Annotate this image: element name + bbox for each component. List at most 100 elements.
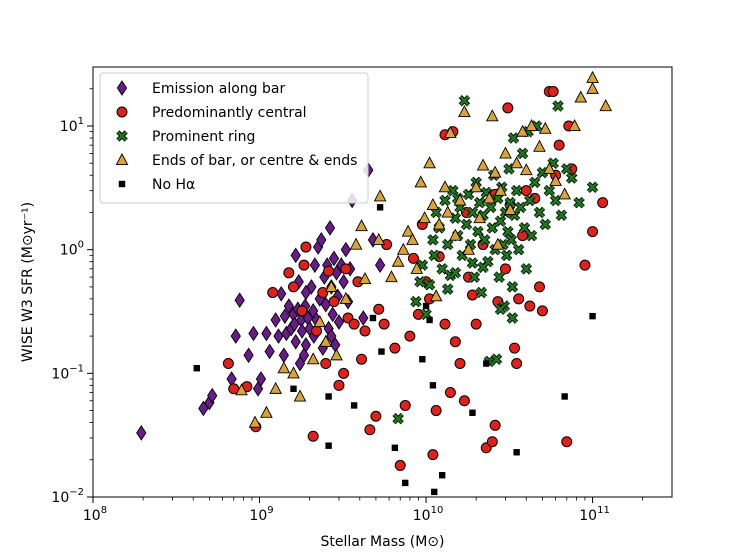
point-triangle — [293, 389, 307, 402]
point-triangle — [372, 232, 386, 245]
y-tick-label: 101 — [60, 116, 84, 135]
point-x-fill — [574, 197, 585, 208]
point-x-fill — [439, 195, 451, 206]
legend-label: Emission along bar — [152, 81, 285, 97]
point-circle — [399, 399, 411, 411]
point-circle — [470, 318, 482, 330]
point-circle — [547, 86, 559, 98]
point-x-fill — [474, 197, 485, 208]
point-x-fill — [507, 312, 518, 324]
point-x-fill — [524, 195, 535, 206]
point-diamond — [298, 347, 310, 364]
point-x-fill — [479, 234, 490, 245]
plot-frame — [92, 66, 673, 498]
point-diamond — [327, 306, 338, 323]
point-x-fill — [550, 195, 561, 206]
point-x-fill — [427, 234, 438, 245]
point-x-fill — [494, 272, 505, 283]
point-square — [429, 382, 437, 389]
point-diamond — [234, 292, 245, 309]
point-circle — [439, 318, 451, 330]
point-square — [325, 442, 332, 449]
point-diamond — [374, 257, 386, 273]
point-circle — [340, 263, 352, 275]
point-triangle — [319, 334, 333, 347]
point-circle — [356, 353, 368, 365]
point-circle — [378, 318, 390, 330]
point-square — [483, 360, 490, 367]
point-circle — [407, 252, 419, 264]
point-triangle — [586, 70, 599, 83]
point-circle — [454, 358, 466, 370]
point-triangle — [385, 270, 398, 283]
point-diamond — [309, 257, 321, 273]
point-x-fill — [469, 272, 480, 283]
point-diamond — [290, 333, 301, 350]
point-diamond — [255, 371, 267, 387]
y-axis-label-text: WISE W3 SFR (M⊙yr⁻¹) — [20, 202, 36, 362]
point-triangle — [313, 315, 327, 328]
point-triangle — [519, 163, 533, 176]
point-diamond — [328, 250, 340, 267]
point-x-fill — [526, 230, 537, 241]
point-triangle — [324, 279, 338, 292]
x-tick-label: 1010 — [413, 505, 444, 524]
point-circle — [338, 367, 350, 379]
y-tick-label: 100 — [60, 240, 84, 259]
point-diamond — [261, 325, 272, 342]
point-triangle — [429, 289, 443, 302]
point-circle — [328, 296, 340, 308]
point-circle — [267, 287, 279, 299]
point-x-fill — [495, 216, 506, 227]
point-circle — [536, 305, 548, 317]
point-x-fill — [424, 279, 435, 290]
point-circle — [323, 265, 335, 277]
point-diamond — [316, 232, 327, 248]
legend-item: Predominantly central — [116, 105, 307, 121]
point-x-fill — [505, 197, 516, 208]
point-x-fill — [437, 263, 448, 274]
point-x-fill — [521, 263, 532, 274]
point-diamond — [300, 337, 312, 353]
point-triangle — [426, 197, 440, 210]
x-tick-label: 108 — [83, 505, 107, 524]
point-x-fill — [476, 287, 487, 298]
point-triangle — [358, 271, 372, 284]
point-circle — [458, 395, 470, 407]
point-x-fill — [506, 234, 517, 245]
point-x-fill — [507, 281, 518, 292]
point-diamond — [248, 325, 259, 342]
point-diamond — [367, 232, 379, 248]
point-triangle — [355, 219, 368, 232]
legend-marker-square — [118, 180, 126, 188]
point-x-fill — [491, 354, 502, 365]
point-triangle — [396, 242, 410, 255]
point-triangle — [488, 165, 502, 178]
legend-label: Ends of bar, or centre & ends — [152, 153, 357, 169]
point-square — [431, 488, 438, 496]
point-x-fill — [556, 210, 567, 221]
point-circle — [370, 410, 382, 422]
point-triangle — [558, 187, 572, 200]
point-square — [391, 444, 399, 451]
point-triangle — [549, 173, 562, 186]
x-tick-label: 1011 — [579, 505, 610, 524]
point-circle — [288, 281, 300, 293]
point-circle — [298, 259, 310, 271]
point-circle — [553, 139, 565, 151]
point-triangle — [432, 217, 446, 230]
point-x-fill — [515, 202, 526, 213]
point-triangle — [503, 202, 517, 215]
point-square — [469, 409, 476, 416]
point-x-fill — [495, 304, 506, 315]
point-circle — [486, 436, 498, 448]
point-triangle — [306, 352, 320, 365]
point-x-fill — [566, 172, 577, 184]
point-triangle — [473, 211, 487, 224]
point-diamond — [338, 273, 349, 290]
point-diamond — [198, 400, 209, 417]
axis-ticks: 108 109 1010 1011 10−2 10−1 100 101 — [51, 88, 644, 524]
point-diamond — [293, 273, 304, 290]
point-square — [419, 356, 426, 363]
point-x-fill — [529, 177, 540, 188]
